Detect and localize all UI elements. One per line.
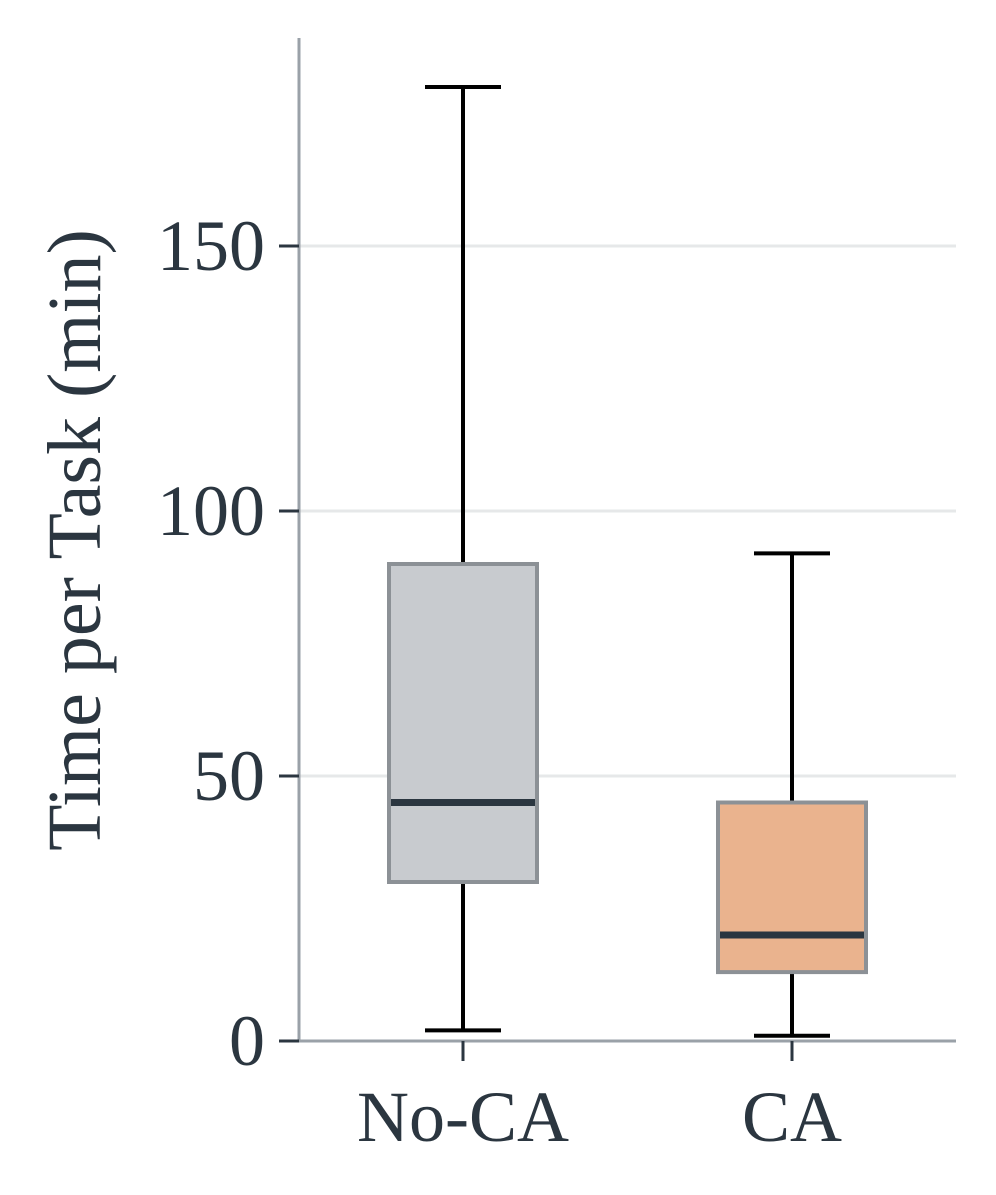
box-ca bbox=[716, 551, 868, 1038]
iqr-box bbox=[716, 800, 868, 975]
y-tick-label-50: 50 bbox=[193, 736, 265, 816]
x-tick-label-ca: CA bbox=[742, 1077, 842, 1157]
y-tick-label-0: 0 bbox=[229, 1001, 265, 1081]
y-tick-label-100: 100 bbox=[157, 471, 265, 551]
x-tick-label-no-ca: No-CA bbox=[357, 1077, 569, 1157]
y-tick-label-150: 150 bbox=[157, 206, 265, 286]
box-no-ca bbox=[387, 85, 539, 1033]
y-axis-title: Time per Task (min) bbox=[33, 229, 117, 851]
iqr-box bbox=[387, 562, 539, 884]
tick-labels: 0 50 100 150 No-CA CA bbox=[157, 206, 842, 1157]
axes bbox=[279, 38, 956, 1061]
boxes bbox=[387, 85, 868, 1038]
